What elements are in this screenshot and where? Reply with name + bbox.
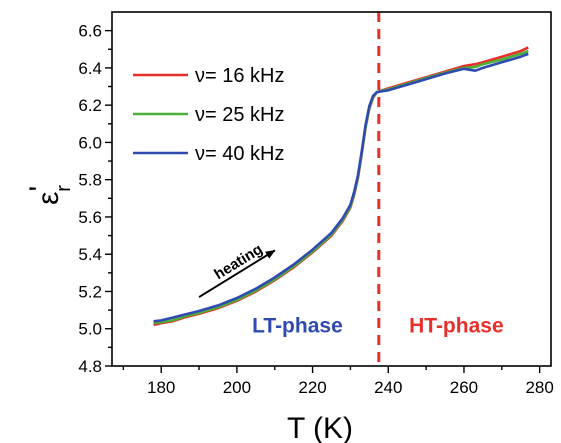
legend-label-40khz: ν= 40 kHz: [195, 143, 284, 165]
y-axis-title: ε'r: [24, 185, 75, 205]
series-line-2: [153, 52, 529, 323]
x-axis-title: T (K): [287, 412, 353, 443]
legend-label-16khz: ν= 16 kHz: [195, 65, 284, 87]
y-axis-title-subscript: r: [53, 185, 75, 192]
y-tick-label: 6.0: [78, 133, 102, 152]
x-tick-label: 240: [374, 378, 402, 397]
x-tick-label: 280: [525, 378, 553, 397]
y-axis-title-symbol: ε: [32, 192, 65, 205]
heating-arrow: [198, 249, 276, 298]
series-line-1: [153, 49, 529, 325]
legend: ν= 16 kHz ν= 25 kHz ν= 40 kHz: [133, 65, 284, 165]
x-tick-label: 180: [147, 378, 175, 397]
lt-phase-label: LT-phase: [252, 314, 343, 337]
y-tick-label: 5.8: [78, 171, 102, 190]
y-tick-label: 5.0: [78, 320, 102, 339]
x-tick-label: 220: [298, 378, 326, 397]
y-tick-label: 6.2: [78, 96, 102, 115]
y-tick-label: 6.4: [78, 59, 102, 78]
y-tick-label: 4.8: [78, 357, 102, 376]
y-tick-label: 5.4: [78, 245, 102, 264]
legend-label-25khz: ν= 25 kHz: [195, 104, 284, 126]
plot-frame: [111, 11, 552, 367]
y-tick-label: 5.2: [78, 282, 102, 301]
svg-text:ε'r: ε'r: [24, 185, 75, 205]
ht-phase-label: HT-phase: [409, 314, 504, 337]
series-line-0: [153, 46, 529, 327]
y-axis-title-prime: ': [24, 186, 57, 192]
x-tick-label: 200: [223, 378, 251, 397]
x-tick-label: 260: [450, 378, 478, 397]
y-tick-label: 5.6: [78, 208, 102, 227]
y-tick-label: 6.6: [78, 22, 102, 41]
